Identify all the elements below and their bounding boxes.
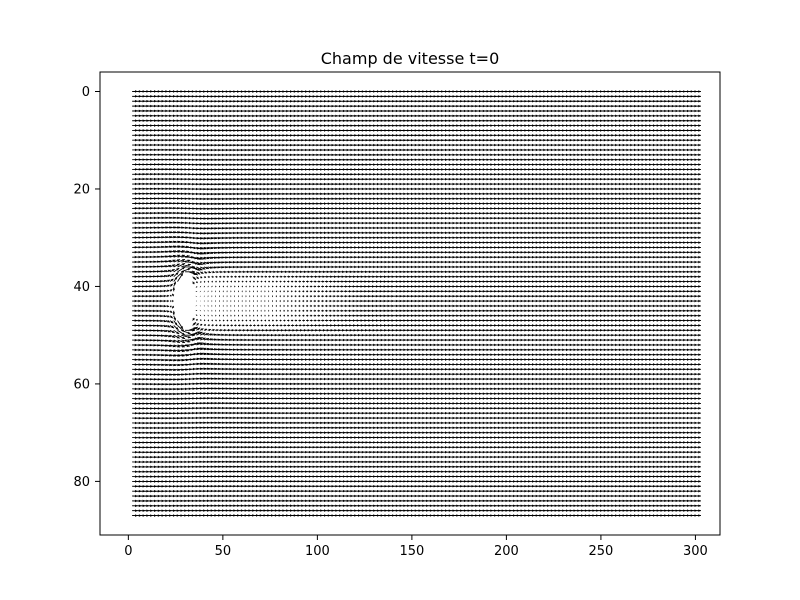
y-tick-label: 60 (73, 377, 90, 392)
x-tick-label: 0 (124, 544, 132, 559)
x-axis: 0 50 100 150 200 250 300 (124, 535, 708, 559)
quiver-arrows (132, 90, 701, 517)
x-tick-label: 50 (215, 544, 232, 559)
plot-frame (99, 71, 721, 536)
plot-area (99, 71, 721, 536)
y-tick-label: 0 (82, 85, 90, 100)
x-tick-label: 250 (589, 544, 614, 559)
x-tick-label: 200 (494, 544, 519, 559)
y-axis: 0 20 40 60 80 (73, 85, 100, 490)
y-tick-label: 40 (73, 280, 90, 295)
x-tick-label: 100 (305, 544, 330, 559)
x-tick-label: 150 (399, 544, 424, 559)
y-tick-label: 20 (73, 182, 90, 197)
chart-title: Champ de vitesse t=0 (321, 49, 500, 68)
x-tick-label: 300 (683, 544, 708, 559)
y-tick-label: 80 (73, 475, 90, 490)
